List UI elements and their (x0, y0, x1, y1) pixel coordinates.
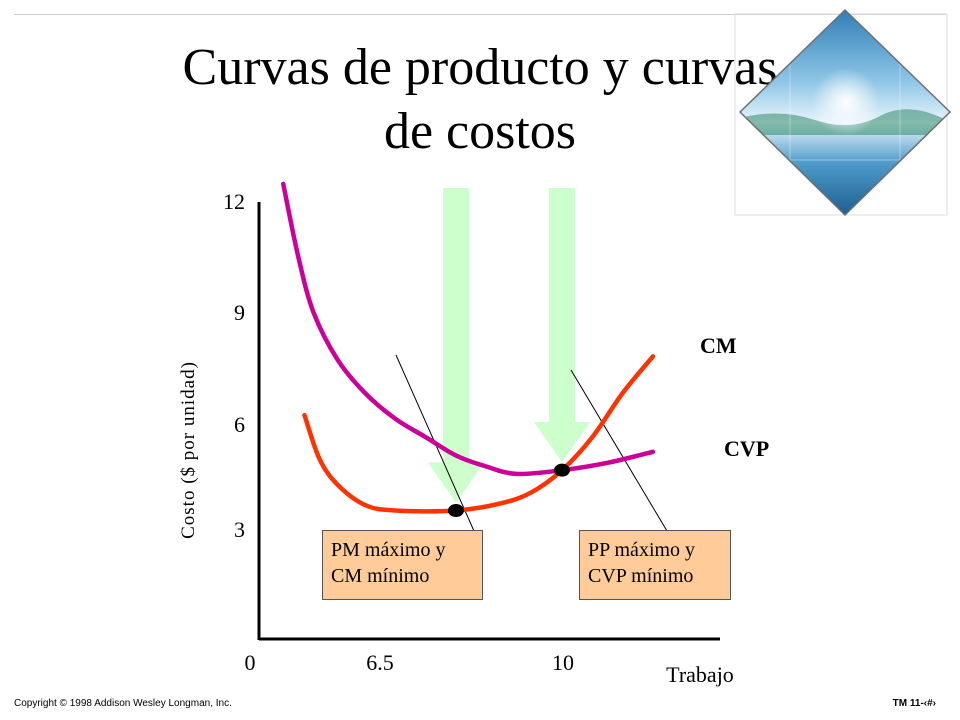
x-tick-label-0: 0 (245, 650, 256, 675)
title-line-2: de costos (383, 103, 577, 160)
callout-1-line-2: CM mínimo (331, 565, 430, 587)
callout-2-line-2: CVP mínimo (588, 565, 694, 587)
y-tick-label-12: 12 (223, 189, 245, 214)
callout-1-line-1: PM máximo y (331, 539, 446, 561)
leader-line-2 (570, 369, 668, 532)
title-line-1: Curvas de producto y curvas (182, 39, 778, 96)
callout-2-line-1: PP máximo y (588, 539, 696, 561)
callout-pp-max-cvp-min: PP máximo y CVP mínimo (579, 530, 731, 600)
series-label-cvp: CVP (724, 436, 769, 461)
ocean-diamond-image (734, 8, 952, 217)
slide-number: TM 11-‹#› (892, 698, 936, 709)
key-point-2 (554, 463, 570, 477)
down-arrow-2 (534, 188, 590, 463)
key-point-1 (447, 504, 464, 518)
down-arrow-1 (427, 188, 484, 503)
top-rule (14, 14, 946, 15)
x-tick-label-6-5: 6.5 (366, 650, 394, 675)
callout-pm-max-cm-min: PM máximo y CM mínimo (322, 530, 483, 600)
x-axis-label: Trabajo (666, 662, 734, 687)
copyright-text: Copyright © 1998 Addison Wesley Longman,… (14, 698, 232, 709)
y-axis-label: Costo ($ por unidad) (178, 361, 199, 539)
slide-title: Curvas de producto y curvas de costos (100, 36, 860, 164)
series-line-cm (302, 354, 656, 514)
y-tick-label-6: 6 (234, 412, 245, 437)
y-tick-label-9: 9 (234, 300, 245, 325)
series-label-cm: CM (700, 333, 737, 358)
x-tick-label-10: 10 (552, 650, 574, 675)
y-tick-label-3: 3 (234, 517, 245, 542)
